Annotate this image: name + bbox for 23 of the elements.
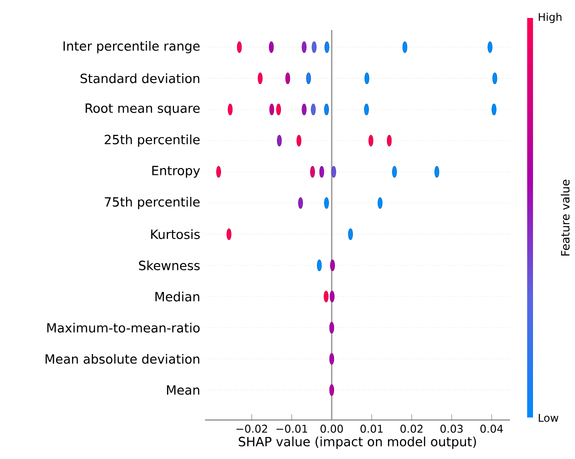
y-tick-label: Root mean square (86, 104, 200, 116)
y-tick-label: Median (155, 292, 200, 302)
y-tick-label: Standard deviation (80, 73, 200, 84)
color-bar-label: Low (538, 414, 558, 422)
y-tick-label: Skewness (139, 260, 200, 270)
x-axis-title: SHAP value (impact on model output) (238, 436, 476, 449)
y-tick-label: Maximum-to-mean-ratio (47, 322, 200, 333)
x-tick-label: 0.04 (480, 424, 503, 433)
y-tick-label: Mean (167, 385, 200, 395)
y-tick-label: Kurtosis (151, 229, 200, 240)
color-bar-title: Feature value (560, 180, 570, 256)
x-tick-label: 0.03 (440, 424, 463, 433)
x-tick-label: −0.02 (236, 424, 268, 433)
x-tick-label: −0.01 (276, 424, 308, 433)
y-tick-label: Inter percentile range (64, 41, 200, 54)
y-tick-label: 75th percentile (104, 196, 200, 210)
x-tick-label: 0.01 (360, 424, 383, 433)
color-bar-label: High (538, 12, 562, 24)
y-tick-label: 25th percentile (104, 134, 200, 147)
y-tick-label: Entropy (152, 166, 200, 178)
x-tick-label: 0.02 (400, 424, 422, 433)
x-tick-label: 0.00 (320, 424, 343, 433)
y-tick-label: Mean absolute deviation (46, 354, 200, 364)
